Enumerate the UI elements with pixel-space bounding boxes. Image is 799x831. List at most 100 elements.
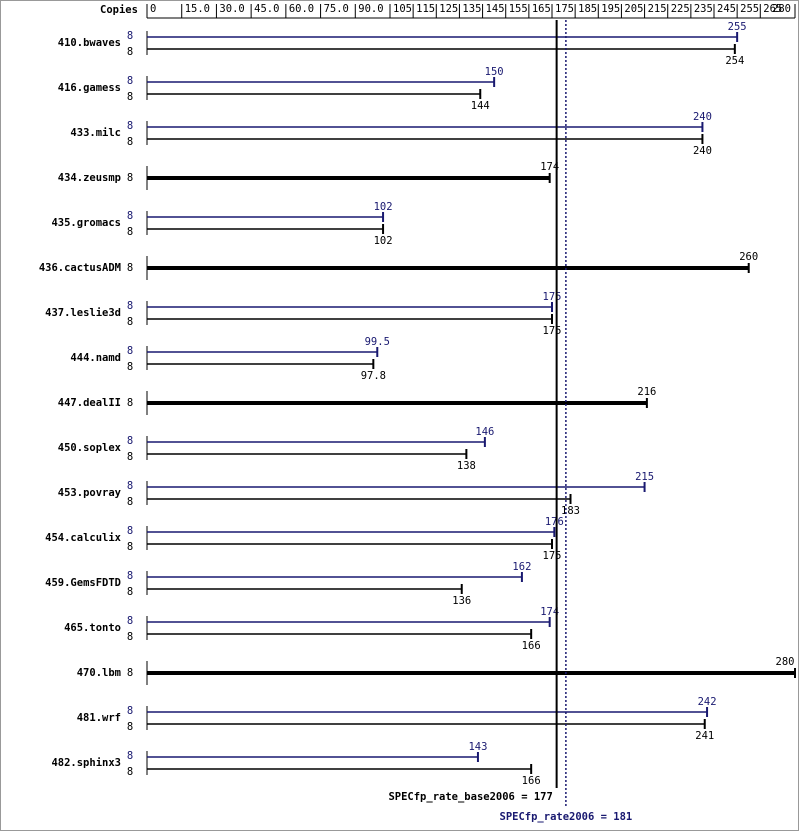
x-tick-label: 115: [416, 3, 435, 15]
x-tick-label: 265: [763, 3, 782, 15]
x-tick-label: 135: [462, 3, 481, 15]
value-label: 174: [540, 606, 559, 618]
copies: 8: [127, 316, 133, 328]
category-label: 410.bwaves: [58, 37, 121, 49]
copies: 8: [127, 397, 133, 409]
copies: 8: [127, 631, 133, 643]
category-label: 437.leslie3d: [45, 307, 121, 319]
value-label: 176: [545, 516, 564, 528]
x-tick-label: 255: [740, 3, 759, 15]
reference-label: SPECfp_rate2006 = 181: [500, 811, 633, 823]
copies: 8: [127, 435, 133, 447]
copies: 8: [127, 525, 133, 537]
copies: 8: [127, 136, 133, 148]
value-label: 138: [457, 460, 476, 472]
category-label: 416.gamess: [58, 82, 121, 94]
x-tick-label: 15.0: [185, 3, 210, 15]
copies: 8: [127, 541, 133, 553]
category-label: 433.milc: [70, 127, 121, 139]
value-label: 102: [374, 235, 393, 247]
x-tick-label: 45.0: [254, 3, 279, 15]
x-tick-label: 175: [555, 3, 574, 15]
copies: 8: [127, 300, 133, 312]
copies: 8: [127, 91, 133, 103]
x-tick-label: 105: [393, 3, 412, 15]
x-tick-label: 125: [439, 3, 458, 15]
value-label: 183: [561, 505, 580, 517]
value-label: 175: [543, 550, 562, 562]
copies: 8: [127, 480, 133, 492]
copies: 8: [127, 750, 133, 762]
value-label: 216: [637, 386, 656, 398]
copies: 8: [127, 226, 133, 238]
category-label: 459.GemsFDTD: [45, 577, 121, 589]
category-label: 435.gromacs: [51, 217, 121, 229]
value-label: 215: [635, 471, 654, 483]
value-label: 166: [522, 775, 541, 787]
copies: 8: [127, 615, 133, 627]
x-tick-label: 235: [694, 3, 713, 15]
x-tick-label: 90.0: [358, 3, 383, 15]
category-label: 450.soplex: [58, 442, 122, 454]
value-label: 144: [471, 100, 490, 112]
copies: 8: [127, 586, 133, 598]
value-label: 240: [693, 145, 712, 157]
value-label: 174: [540, 161, 559, 173]
value-label: 175: [543, 291, 562, 303]
value-label: 280: [776, 656, 795, 668]
x-tick-label: 155: [509, 3, 528, 15]
value-label: 241: [695, 730, 714, 742]
x-tick-label: 245: [717, 3, 736, 15]
copies: 8: [127, 75, 133, 87]
copies: 8: [127, 667, 133, 679]
category-label: 447.dealII: [58, 397, 121, 409]
category-label: 436.cactusADM: [39, 262, 121, 274]
axis-title: Copies: [100, 4, 138, 16]
copies: 8: [127, 766, 133, 778]
category-label: 481.wrf: [77, 712, 121, 724]
value-label: 97.8: [361, 370, 386, 382]
copies: 8: [127, 451, 133, 463]
x-tick-label: 0: [150, 3, 156, 15]
copies: 8: [127, 496, 133, 508]
category-label: 444.namd: [70, 352, 121, 364]
copies: 8: [127, 361, 133, 373]
category-label: 465.tonto: [64, 622, 121, 634]
value-label: 143: [468, 741, 487, 753]
copies: 8: [127, 46, 133, 58]
x-tick-label: 195: [601, 3, 620, 15]
reference-label: SPECfp_rate_base2006 = 177: [388, 791, 552, 803]
x-tick-label: 280: [772, 3, 791, 15]
x-tick-label: 75.0: [324, 3, 349, 15]
x-tick-label: 30.0: [219, 3, 244, 15]
value-label: 254: [725, 55, 744, 67]
value-label: 102: [374, 201, 393, 213]
x-tick-label: 225: [671, 3, 690, 15]
category-label: 434.zeusmp: [58, 172, 121, 184]
copies: 8: [127, 345, 133, 357]
value-label: 136: [452, 595, 471, 607]
copies: 8: [127, 210, 133, 222]
category-label: 482.sphinx3: [51, 757, 121, 769]
value-label: 146: [475, 426, 494, 438]
x-tick-label: 145: [486, 3, 505, 15]
value-label: 240: [693, 111, 712, 123]
value-label: 242: [698, 696, 717, 708]
x-tick-label: 165: [532, 3, 551, 15]
copies: 8: [127, 30, 133, 42]
value-label: 260: [739, 251, 758, 263]
copies: 8: [127, 262, 133, 274]
category-label: 454.calculix: [45, 532, 122, 544]
x-tick-label: 185: [578, 3, 597, 15]
value-label: 162: [512, 561, 531, 573]
x-tick-label: 215: [648, 3, 667, 15]
copies: 8: [127, 172, 133, 184]
copies: 8: [127, 570, 133, 582]
copies: 8: [127, 120, 133, 132]
copies: 8: [127, 705, 133, 717]
value-label: 150: [485, 66, 504, 78]
x-tick-label: 60.0: [289, 3, 314, 15]
value-label: 166: [522, 640, 541, 652]
